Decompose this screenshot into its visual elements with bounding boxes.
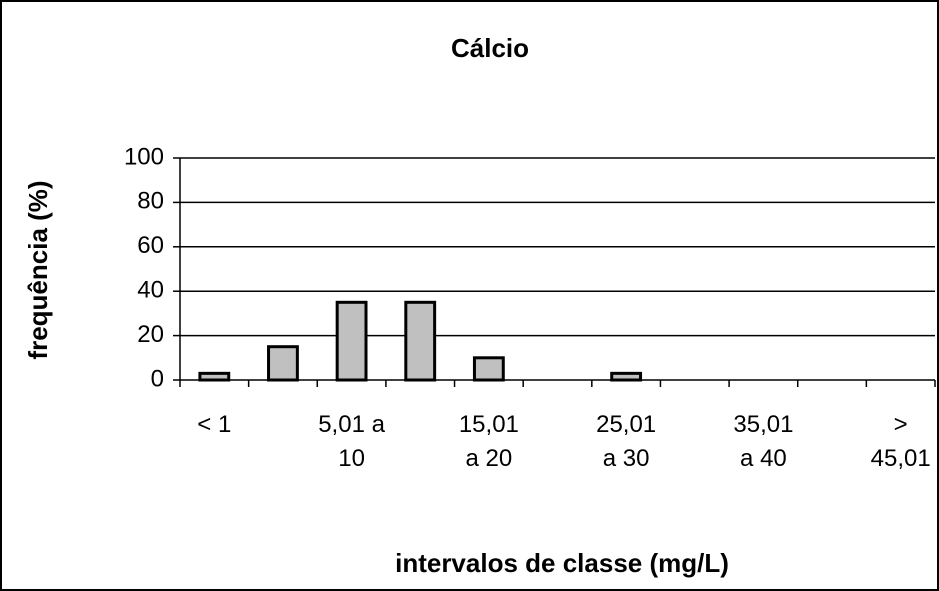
y-axis-label: frequência (%) xyxy=(23,180,53,359)
x-tick-label: 15,01 a 20 xyxy=(458,411,519,472)
y-tick-label: 0 xyxy=(151,365,164,392)
y-tick-label: 60 xyxy=(137,232,164,259)
y-tick-label: 80 xyxy=(137,188,164,215)
x-tick-label: 5,01 a 10 xyxy=(318,411,385,472)
bar xyxy=(335,300,368,382)
chart-title: Cálcio xyxy=(451,33,529,63)
bar xyxy=(472,356,505,382)
x-tick-label: < 1 xyxy=(197,411,232,438)
bar xyxy=(267,345,299,382)
bar xyxy=(404,300,437,382)
x-tick-label: 25,01 a 30 xyxy=(596,411,657,472)
y-tick-label: 20 xyxy=(137,321,164,348)
y-tick-label: 40 xyxy=(137,277,164,304)
y-tick-label: 100 xyxy=(124,143,164,170)
x-tick-label: 35,01 a 40 xyxy=(733,411,794,472)
bar xyxy=(610,371,643,382)
x-tick-label: > 45,01 xyxy=(870,411,931,472)
x-axis-label: intervalos de classe (mg/L) xyxy=(395,548,729,578)
bar xyxy=(198,371,231,382)
